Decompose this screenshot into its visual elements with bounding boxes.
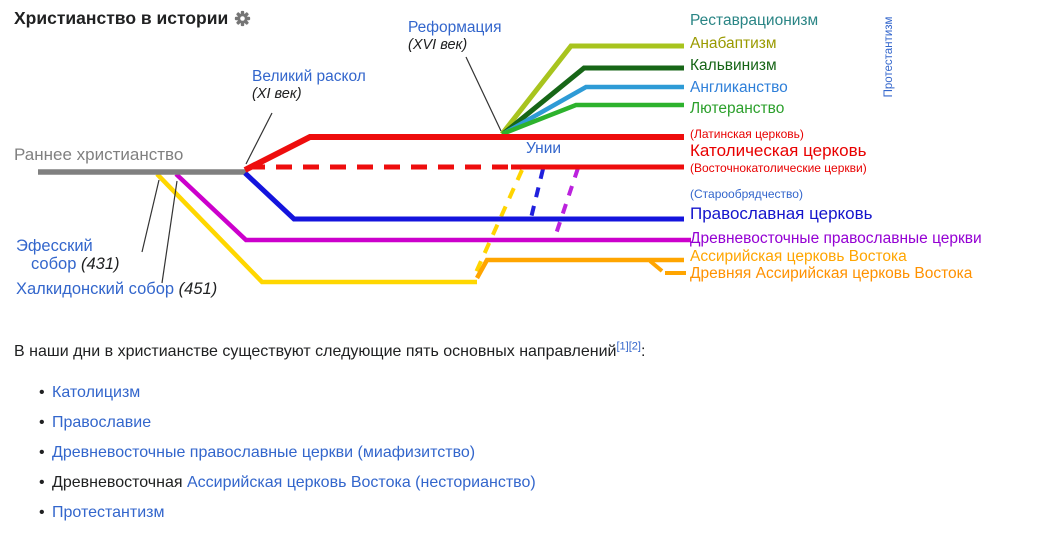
intro-text: В наши дни в христианстве существуют сле… xyxy=(14,343,617,360)
label-great-schism-era: (XI век) xyxy=(252,86,302,102)
link-catholicism[interactable]: Католицизм xyxy=(52,383,141,401)
ref-link-2[interactable]: [2] xyxy=(628,340,641,353)
calvinism-line xyxy=(501,65,684,136)
intro-colon: : xyxy=(640,343,646,360)
page-title: Христианство в истории xyxy=(14,8,229,28)
label-lutheranism[interactable]: Лютеранство xyxy=(690,100,785,117)
link-protestantism[interactable]: Протестантизм xyxy=(52,503,165,521)
link-assyrian-church[interactable]: Ассирийская церковь Востока xyxy=(186,473,411,491)
oriental-orthodox-line xyxy=(174,172,691,243)
label-anglicanism[interactable]: Англиканство xyxy=(690,79,788,96)
catholic-line xyxy=(243,134,684,173)
label-assyrian-church[interactable]: Ассирийская церковь Востока xyxy=(690,248,907,265)
label-catholic-church[interactable]: Католическая церковь xyxy=(690,141,867,160)
denominations-list: Католицизм Православие Древневосточные п… xyxy=(14,383,1024,522)
list-item-protestantism: Протестантизм xyxy=(39,503,1024,522)
label-unions[interactable]: Унии xyxy=(526,140,562,157)
label-council-ephesus-line2: собор (431) xyxy=(31,255,120,273)
label-great-schism[interactable]: Великий раскол xyxy=(252,68,366,85)
callout-reformation xyxy=(465,56,502,132)
link-orthodoxy[interactable]: Православие xyxy=(52,413,152,431)
list-item-oriental-orthodox: Древневосточные православные церкви (миа… xyxy=(39,443,1024,462)
list-item-assyrian: Древневосточная Ассирийская церковь Вост… xyxy=(39,473,1024,492)
callout-chalcedon xyxy=(161,180,178,284)
label-calvinism[interactable]: Кальвинизм xyxy=(690,57,777,74)
label-orthodox-church[interactable]: Православная церковь xyxy=(690,204,873,223)
intro-paragraph: В наши дни в христианстве существуют сле… xyxy=(14,340,1024,363)
council-chalcedon-year: (451) xyxy=(178,280,218,298)
ref-link-1[interactable]: [1] xyxy=(616,340,629,353)
council-ephesus-year: (431) xyxy=(81,255,120,273)
list-item-orthodoxy: Православие xyxy=(39,413,1024,432)
union-line-orthodox xyxy=(529,168,545,219)
label-reformation[interactable]: Реформация xyxy=(408,19,502,36)
link-oriental-orthodox[interactable]: Древневосточные православные церкви xyxy=(52,443,354,461)
label-early-christianity[interactable]: Раннее христианство xyxy=(14,145,184,164)
list-item-catholicism: Католицизм xyxy=(39,383,1024,402)
label-reformation-era: (XVI век) xyxy=(408,37,468,53)
label-restorationism[interactable]: Реставрационизм xyxy=(690,12,819,29)
article-body: В наши дни в христианстве существуют сле… xyxy=(14,340,1024,533)
callout-great-schism xyxy=(245,112,273,165)
ancient-assyrian-fork xyxy=(648,259,664,273)
label-ancient-assyrian-church[interactable]: Древняя Ассирийская церковь Востока xyxy=(690,265,973,282)
page-title-row: Христианство в истории xyxy=(14,8,251,29)
union-line-oriental xyxy=(552,167,580,241)
history-diagram xyxy=(38,43,691,285)
lutheranism-line xyxy=(501,102,684,137)
label-oriental-orthodox[interactable]: Древневосточные православные церкви xyxy=(690,230,982,247)
link-nestorianism[interactable]: (несторианство) xyxy=(410,473,536,491)
orthodox-line xyxy=(243,171,684,222)
anglicanism-line xyxy=(501,84,684,136)
council-chalcedon-name[interactable]: Халкидонский собор xyxy=(16,280,175,298)
council-ephesus-name[interactable]: собор xyxy=(31,255,77,273)
assyrian-line xyxy=(475,257,684,280)
gear-icon[interactable] xyxy=(234,10,251,27)
callout-ephesus xyxy=(141,179,160,253)
union-line-church-of-east xyxy=(471,169,524,280)
text-ancient-eastern: Древневосточная xyxy=(52,473,187,491)
label-anabaptism[interactable]: Анабаптизм xyxy=(690,35,777,52)
anabaptism-line xyxy=(500,43,684,136)
label-eastern-catholic[interactable]: (Восточнокатолические церкви) xyxy=(690,161,867,175)
label-council-ephesus-line1[interactable]: Эфесский xyxy=(16,237,93,255)
label-council-chalcedon: Халкидонский собор (451) xyxy=(16,280,217,298)
label-old-believers[interactable]: (Старообрядчество) xyxy=(690,187,803,201)
link-miaphysitism[interactable]: (миафизитство) xyxy=(353,443,476,461)
church-of-east-line xyxy=(155,172,477,285)
label-protestantism-vertical[interactable]: Протестантизм xyxy=(883,16,895,98)
label-latin-church[interactable]: (Латинская церковь) xyxy=(690,127,804,141)
